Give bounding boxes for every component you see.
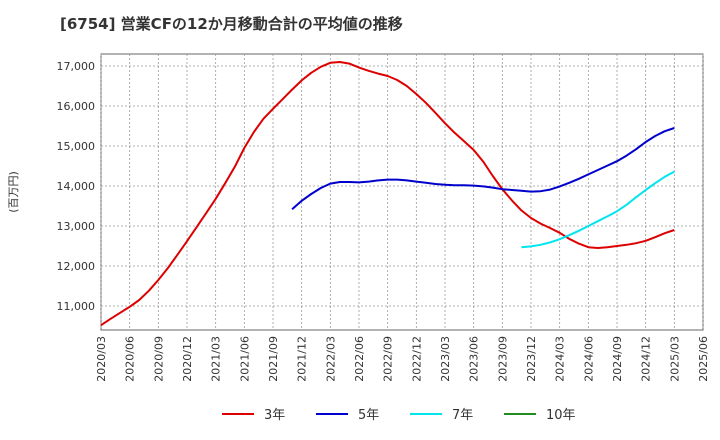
x-tick-label: 2022/12 [410, 336, 423, 382]
y-tick-label: 14,000 [57, 180, 96, 193]
y-tick-label: 12,000 [57, 260, 96, 273]
series-line-2 [521, 170, 675, 249]
x-tick-label: 2021/06 [238, 336, 251, 382]
x-tick-label: 2022/09 [382, 336, 395, 382]
y-tick-label: 15,000 [57, 140, 96, 153]
series-lines [100, 61, 675, 327]
x-tick-label: 2020/03 [95, 336, 108, 382]
x-tick-label: 2023/03 [439, 336, 452, 382]
x-tick-label: 2024/06 [582, 336, 595, 382]
x-tick-label: 2022/06 [353, 336, 366, 382]
grid-lines [100, 54, 704, 330]
x-tick-label: 2020/09 [152, 336, 165, 382]
y-axis: 11,000 12,000 13,000 14,000 15,000 16,000 17,0… [57, 60, 96, 313]
x-tick-label: 2023/09 [496, 336, 509, 382]
x-tick-label: 2020/06 [124, 336, 137, 382]
x-tick-label: 2021/03 [210, 336, 223, 382]
y-tick-label: 16,000 [57, 100, 96, 113]
x-tick-label: 2021/12 [296, 336, 309, 382]
x-tick-label: 2024/09 [611, 336, 624, 382]
x-tick-label: 2023/12 [525, 336, 538, 382]
y-tick-label: 13,000 [57, 220, 96, 233]
plot-area [100, 53, 704, 331]
y-axis-label: (百万円) [7, 171, 20, 213]
x-tick-label: 2021/09 [267, 336, 280, 382]
legend: 3年 5年 7年 10年 [222, 408, 576, 423]
y-tick-label: 17,000 [57, 60, 96, 73]
x-tick-label: 2020/12 [181, 336, 194, 382]
x-tick-label: 2024/03 [554, 336, 567, 382]
legend-label: 7年 [452, 408, 473, 423]
x-axis: 2020/03 2020/06 2020/09 2020/12 2021/03 2021/… [95, 336, 710, 382]
x-tick-label: 2023/06 [468, 336, 481, 382]
chart-title: [6754] 営業CFの12か月移動合計の平均値の推移 [60, 15, 403, 33]
series-line-0 [100, 61, 675, 327]
x-tick-label: 2025/03 [668, 336, 681, 382]
series-line-1 [291, 127, 675, 210]
y-tick-label: 11,000 [57, 300, 96, 313]
x-tick-label: 2024/12 [640, 336, 653, 382]
legend-label: 3年 [264, 408, 285, 423]
x-tick-label: 2022/03 [324, 336, 337, 382]
x-tick-label: 2025/06 [697, 336, 710, 382]
legend-label: 5年 [358, 408, 379, 423]
legend-label: 10年 [546, 408, 576, 423]
